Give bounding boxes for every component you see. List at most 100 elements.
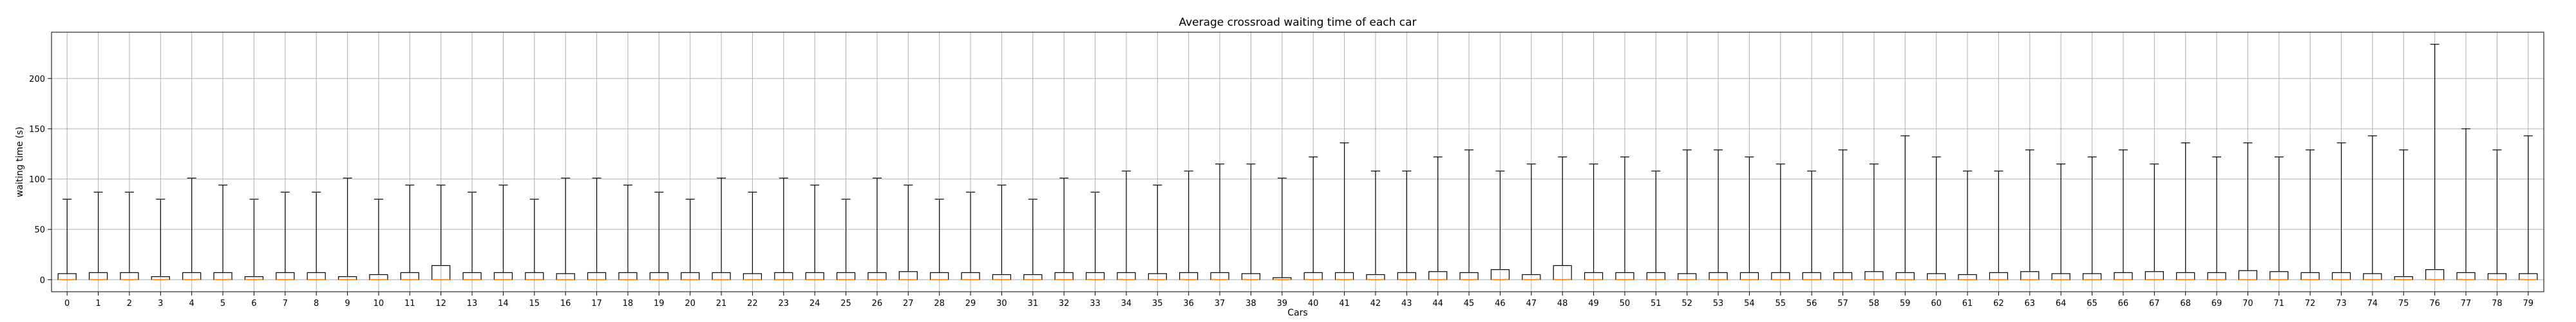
box-48 xyxy=(1553,156,1572,281)
box-16 xyxy=(556,177,575,281)
x-tick-label: 17 xyxy=(591,299,602,308)
box-42 xyxy=(1366,170,1385,281)
box-79 xyxy=(2519,135,2538,281)
x-tick-layer: 0 1 2 3 4 5 6 7 8 9 10 11 12 13 14 15 16 17 18 19 20 21 22 23 24… xyxy=(64,292,2533,308)
x-tick-label: 3 xyxy=(158,299,163,308)
box-1 xyxy=(88,191,108,281)
x-tick-label: 59 xyxy=(1900,299,1911,308)
x-tick-label: 50 xyxy=(1620,299,1631,308)
x-tick-label: 71 xyxy=(2274,299,2285,308)
box-65 xyxy=(2082,156,2102,281)
x-tick-label: 69 xyxy=(2211,299,2222,308)
x-tick-label: 20 xyxy=(685,299,696,308)
x-tick-label: 38 xyxy=(1245,299,1256,308)
x-tick-label: 65 xyxy=(2087,299,2098,308)
box-27 xyxy=(898,184,918,281)
x-tick-label: 25 xyxy=(840,299,851,308)
x-tick-label: 76 xyxy=(2429,299,2440,308)
box-26 xyxy=(867,177,887,281)
x-tick-label: 45 xyxy=(1464,299,1475,308)
x-tick-label: 4 xyxy=(189,299,194,308)
x-tick-label: 22 xyxy=(747,299,758,308)
x-tick-label: 53 xyxy=(1713,299,1724,308)
x-tick-label: 5 xyxy=(220,299,225,308)
x-tick-label: 49 xyxy=(1588,299,1599,308)
x-tick-label: 12 xyxy=(435,299,446,308)
box-32 xyxy=(1054,177,1074,281)
x-tick-label: 66 xyxy=(2118,299,2129,308)
box-0 xyxy=(57,198,77,281)
box-3 xyxy=(151,198,170,281)
box-23 xyxy=(774,177,793,281)
box-70 xyxy=(2238,142,2258,281)
x-tick-label: 55 xyxy=(1776,299,1786,308)
x-tick-label: 31 xyxy=(1028,299,1039,308)
box-15 xyxy=(525,198,544,281)
box-62 xyxy=(1989,170,2009,281)
x-axis-label: Cars xyxy=(1287,308,1307,318)
x-tick-label: 62 xyxy=(1993,299,2004,308)
box-13 xyxy=(462,191,482,281)
box-50 xyxy=(1615,156,1634,281)
x-tick-label: 26 xyxy=(872,299,883,308)
x-tick-label: 70 xyxy=(2242,299,2253,308)
box-64 xyxy=(2051,164,2070,281)
box-35 xyxy=(1148,184,1167,281)
box-69 xyxy=(2207,156,2226,281)
box-67 xyxy=(2145,164,2164,281)
x-tick-label: 36 xyxy=(1183,299,1194,308)
x-tick-label: 63 xyxy=(2025,299,2036,308)
box-71 xyxy=(2269,156,2289,281)
x-tick-label: 67 xyxy=(2149,299,2160,308)
y-tick-label: 50 xyxy=(34,225,45,235)
box-7 xyxy=(276,191,295,281)
x-tick-label: 2 xyxy=(127,299,132,308)
box-31 xyxy=(1023,198,1043,281)
box-54 xyxy=(1739,156,1759,281)
box-18 xyxy=(618,184,638,281)
box-51 xyxy=(1646,170,1665,281)
box-33 xyxy=(1085,191,1105,281)
box-55 xyxy=(1771,164,1790,281)
box-76 xyxy=(2425,44,2445,281)
x-tick-label: 51 xyxy=(1651,299,1662,308)
x-tick-label: 60 xyxy=(1931,299,1942,308)
box-52 xyxy=(1678,149,1697,281)
x-tick-label: 47 xyxy=(1526,299,1537,308)
x-tick-label: 77 xyxy=(2461,299,2472,308)
box-37 xyxy=(1210,164,1229,281)
box-46 xyxy=(1490,170,1510,281)
box-21 xyxy=(712,177,731,281)
x-tick-label: 73 xyxy=(2336,299,2347,308)
x-tick-label: 18 xyxy=(623,299,634,308)
x-tick-label: 24 xyxy=(810,299,820,308)
x-tick-label: 1 xyxy=(95,299,100,308)
x-tick-label: 6 xyxy=(251,299,256,308)
y-axis-label: waiting time (s) xyxy=(15,127,25,198)
box-68 xyxy=(2176,142,2195,281)
box-44 xyxy=(1428,156,1448,281)
x-tick-label: 27 xyxy=(903,299,914,308)
box-59 xyxy=(1895,135,1915,281)
box-75 xyxy=(2394,149,2413,281)
box-6 xyxy=(244,198,264,281)
x-tick-label: 28 xyxy=(934,299,945,308)
x-tick-label: 68 xyxy=(2180,299,2191,308)
box-8 xyxy=(307,191,326,281)
x-tick-label: 14 xyxy=(498,299,509,308)
box-28 xyxy=(930,198,949,281)
x-tick-label: 15 xyxy=(529,299,540,308)
grid-layer xyxy=(52,32,2544,292)
box-4 xyxy=(182,177,202,281)
box-20 xyxy=(681,198,700,281)
x-tick-label: 32 xyxy=(1059,299,1070,308)
box-5 xyxy=(213,184,232,281)
box-49 xyxy=(1584,164,1604,281)
x-tick-label: 42 xyxy=(1370,299,1381,308)
box-39 xyxy=(1273,177,1292,281)
x-tick-label: 40 xyxy=(1308,299,1319,308)
x-tick-label: 74 xyxy=(2367,299,2378,308)
x-tick-label: 58 xyxy=(1869,299,1880,308)
y-tick-layer: 0 50 100 150 200 xyxy=(29,75,52,285)
x-tick-label: 48 xyxy=(1557,299,1568,308)
